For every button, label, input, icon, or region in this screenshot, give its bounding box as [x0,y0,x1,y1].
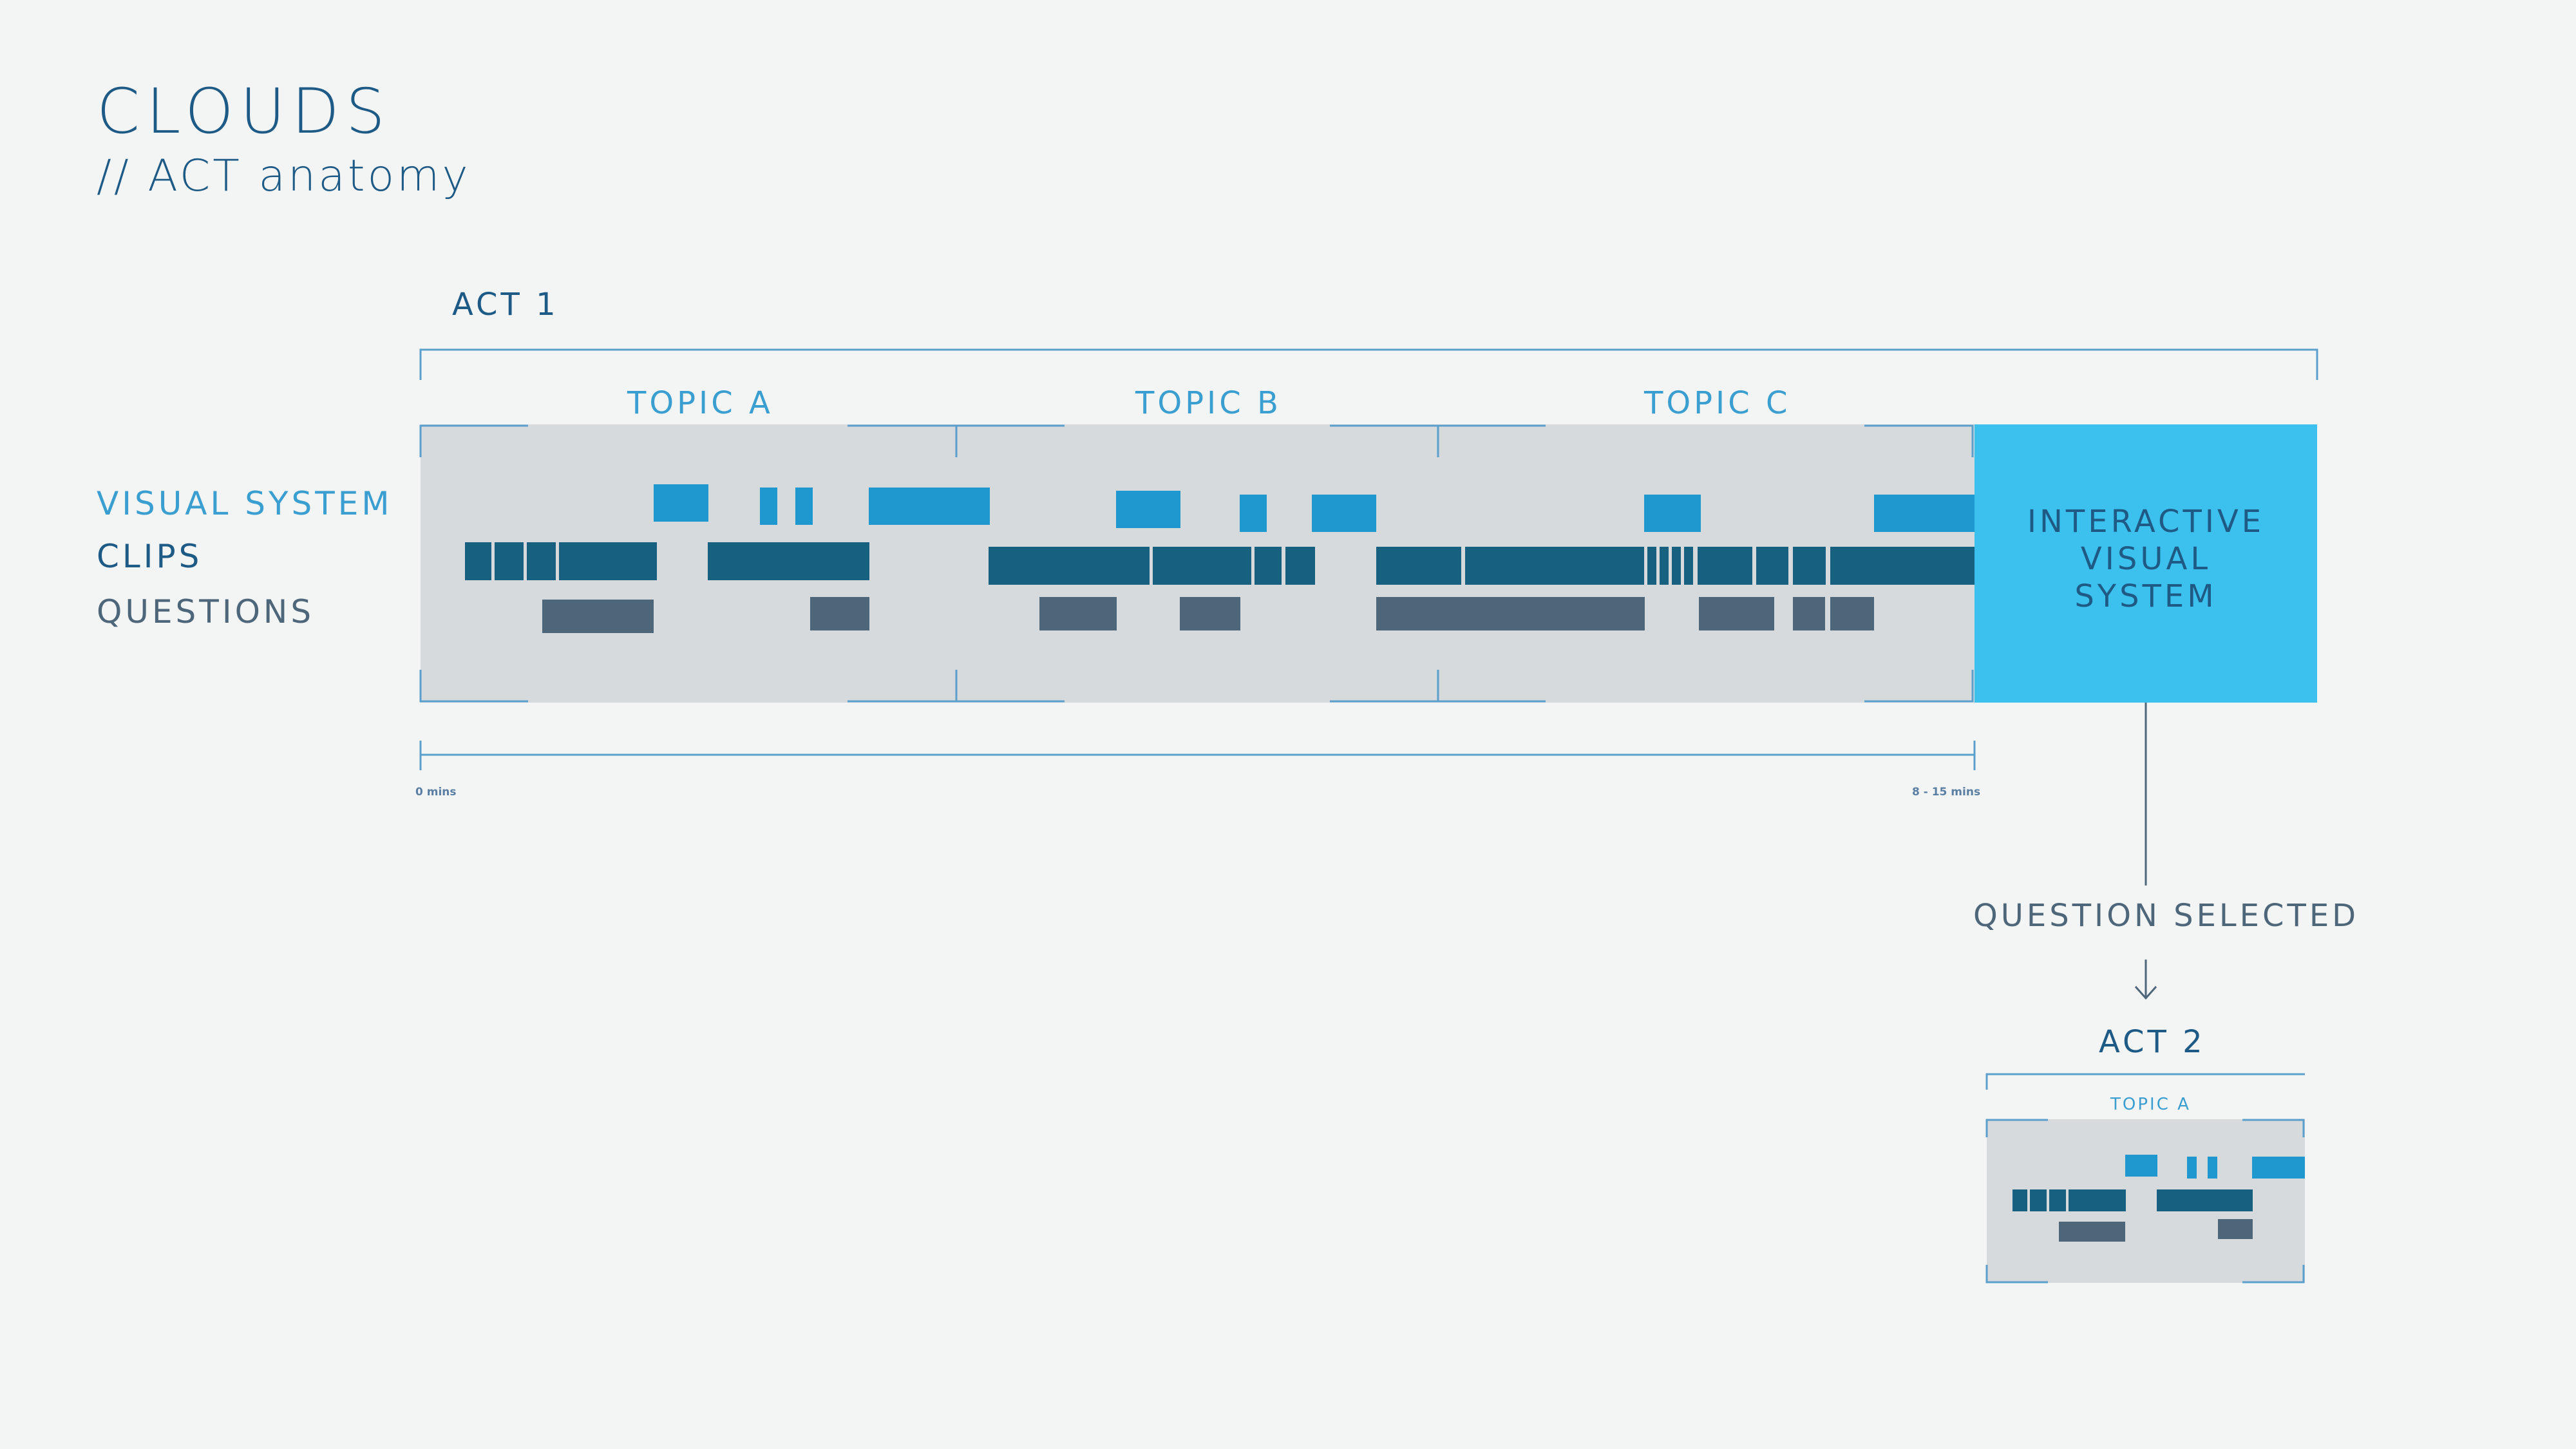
clip-block [1285,547,1315,585]
clip-block [989,547,1150,585]
act1-bracket [419,348,2318,380]
question-block [810,597,869,630]
page-subtitle: // ACT anatomy [97,151,471,202]
act2-bracket [1985,1073,2305,1090]
question-block [1793,597,1825,630]
clip-block [1465,547,1644,585]
topic-b-label: TOPIC B [1135,385,1282,421]
clip-block [1684,547,1693,585]
clip-block [465,542,491,580]
clip-block [1698,547,1752,585]
act2-clip-blocks [2012,1189,2253,1211]
act2-topic-brackets [1985,1119,2305,1283]
clip-block [495,542,524,580]
clip-block [1660,547,1669,585]
act2-label: ACT 2 [2099,1024,2206,1060]
act2-visual-system-blocks [2125,1155,2305,1179]
question-blocks [542,597,1874,633]
legend-visual-system: VISUAL SYSTEM [97,485,393,522]
visual-system-block [1312,495,1376,532]
clip-block [1153,547,1251,585]
visual-system-block [2208,1157,2217,1179]
page-title: CLOUDS [97,75,392,147]
clip-block [559,542,657,580]
question-block [2218,1219,2253,1239]
clip-block [708,542,869,580]
clip-block [1830,547,1975,585]
interactive-visual-system: INTERACTIVE VISUAL SYSTEM [1975,424,2317,703]
visual-system-block [1644,495,1701,532]
question-block [1039,597,1117,630]
interactive-label-line1: INTERACTIVE [2027,504,2265,540]
question-block [1180,597,1240,630]
clip-block [2049,1189,2066,1211]
clip-block [2030,1189,2047,1211]
visual-system-block [1116,491,1180,528]
visual-system-block [2125,1155,2157,1177]
question-block [2059,1222,2125,1242]
interactive-label-line2: VISUAL [2080,541,2211,577]
question-selected-label: QUESTION SELECTED [1973,898,2360,934]
axis-end-label: 8 - 15 mins [1912,786,1981,799]
clip-block [1255,547,1282,585]
visual-system-blocks [654,484,1975,532]
axis-start-label: 0 mins [415,786,457,799]
clip-blocks [465,542,1975,585]
topic-c-label: TOPIC C [1644,385,1791,421]
clip-block [1376,547,1461,585]
act1-label: ACT 1 [452,287,559,323]
topic-brackets [419,424,1974,703]
clip-block [1756,547,1788,585]
clip-block [1647,547,1656,585]
visual-system-block [760,488,777,525]
clip-block [527,542,556,580]
visual-system-block [2252,1157,2305,1179]
time-axis [419,741,1976,770]
down-arrow-icon [2134,960,2157,1000]
visual-system-block [654,484,708,522]
legend-clips: CLIPS [97,538,203,575]
question-block [1376,597,1645,630]
question-block [1830,597,1874,630]
clip-block [1672,547,1681,585]
act2-topic-a-label: TOPIC A [2110,1095,2191,1114]
visual-system-block [1874,495,1975,532]
act2-question-blocks [2059,1219,2253,1242]
visual-system-block [1240,495,1267,532]
visual-system-block [795,488,813,525]
clip-block [2069,1189,2126,1211]
clip-block [2012,1189,2027,1211]
interactive-label-line3: SYSTEM [2074,578,2217,614]
question-block [542,600,654,633]
topic-a-label: TOPIC A [627,385,773,421]
question-block [1699,597,1774,630]
clip-block [1793,547,1826,585]
visual-system-block [2187,1157,2197,1179]
clip-block [2157,1189,2253,1211]
visual-system-block [869,488,990,525]
legend-questions: QUESTIONS [97,593,315,630]
